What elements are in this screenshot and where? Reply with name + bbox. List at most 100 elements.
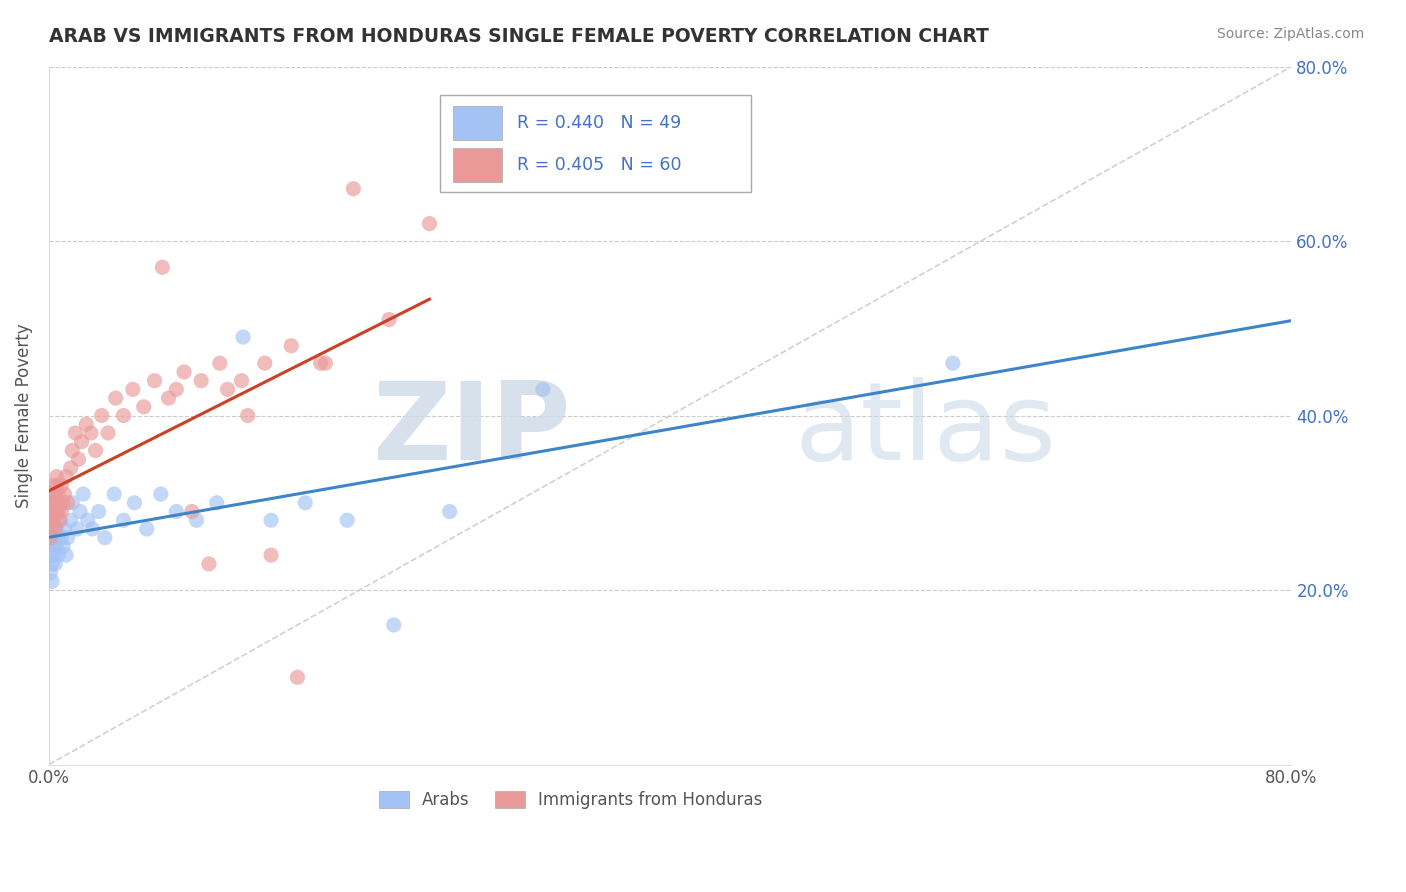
Point [314, 356, 336, 370]
Point [157, 391, 180, 405]
Point [76, 513, 98, 527]
Point [59, 513, 82, 527]
Point [39, 566, 62, 580]
Point [39, 496, 62, 510]
Text: ZIP: ZIP [373, 376, 571, 483]
Point [531, 383, 554, 397]
Point [44, 487, 66, 501]
Point [42, 513, 65, 527]
Point [42, 496, 65, 510]
Point [103, 487, 125, 501]
Point [51, 531, 73, 545]
Point [39, 531, 62, 545]
FancyBboxPatch shape [440, 95, 751, 192]
Point [42, 478, 65, 492]
Point [342, 182, 364, 196]
Point [231, 374, 253, 388]
Point [39, 531, 62, 545]
Point [45, 478, 67, 492]
Y-axis label: Single Female Poverty: Single Female Poverty [15, 323, 32, 508]
Point [39, 522, 62, 536]
Point [294, 496, 316, 510]
Point [198, 557, 221, 571]
Point [942, 356, 965, 370]
Point [336, 513, 359, 527]
Point [253, 356, 276, 370]
Point [124, 496, 146, 510]
Point [180, 504, 202, 518]
Text: ARAB VS IMMIGRANTS FROM HONDURAS SINGLE FEMALE POVERTY CORRELATION CHART: ARAB VS IMMIGRANTS FROM HONDURAS SINGLE … [49, 27, 988, 45]
Point [280, 339, 302, 353]
Point [44, 522, 66, 536]
Point [70, 434, 93, 449]
Point [150, 260, 173, 275]
Point [41, 513, 63, 527]
Point [208, 356, 231, 370]
Point [49, 496, 72, 510]
Text: R = 0.405   N = 60: R = 0.405 N = 60 [517, 156, 682, 174]
Point [39, 548, 62, 562]
Point [52, 496, 75, 510]
Point [44, 522, 66, 536]
Point [190, 374, 212, 388]
Point [260, 513, 283, 527]
Point [55, 469, 77, 483]
Point [186, 513, 208, 527]
Text: atlas: atlas [794, 376, 1056, 483]
Point [41, 540, 63, 554]
Point [60, 443, 83, 458]
Point [55, 548, 77, 562]
Point [44, 557, 66, 571]
Point [41, 574, 63, 589]
Point [97, 425, 120, 440]
Point [45, 540, 67, 554]
Point [135, 522, 157, 536]
Text: Source: ZipAtlas.com: Source: ZipAtlas.com [1216, 27, 1364, 41]
Point [46, 487, 69, 501]
Point [65, 425, 87, 440]
Text: R = 0.440   N = 49: R = 0.440 N = 49 [517, 114, 682, 132]
Point [59, 461, 82, 475]
FancyBboxPatch shape [453, 106, 502, 140]
Point [72, 487, 94, 501]
Point [67, 452, 90, 467]
Point [75, 417, 97, 432]
Point [287, 670, 309, 684]
Point [46, 531, 69, 545]
Point [217, 383, 239, 397]
Point [41, 557, 63, 571]
Point [46, 548, 69, 562]
Point [60, 496, 83, 510]
Point [56, 496, 79, 510]
Point [69, 504, 91, 518]
Point [121, 383, 143, 397]
Point [439, 504, 461, 518]
Point [49, 513, 72, 527]
Point [45, 496, 67, 510]
FancyBboxPatch shape [453, 148, 502, 182]
Point [45, 522, 67, 536]
Point [84, 443, 107, 458]
Point [104, 391, 127, 405]
Point [41, 522, 63, 536]
Point [44, 504, 66, 518]
Point [44, 540, 66, 554]
Point [165, 383, 187, 397]
Point [56, 531, 79, 545]
Point [45, 504, 67, 518]
Legend: Arabs, Immigrants from Honduras: Arabs, Immigrants from Honduras [373, 784, 769, 815]
Point [82, 522, 104, 536]
Point [42, 531, 65, 545]
Point [112, 409, 135, 423]
Point [382, 618, 405, 632]
Point [143, 374, 166, 388]
Point [41, 504, 63, 518]
Point [46, 504, 69, 518]
Point [41, 487, 63, 501]
Point [112, 513, 135, 527]
Point [51, 504, 73, 518]
Point [87, 504, 110, 518]
Point [236, 409, 259, 423]
Point [80, 425, 103, 440]
Point [53, 522, 76, 536]
